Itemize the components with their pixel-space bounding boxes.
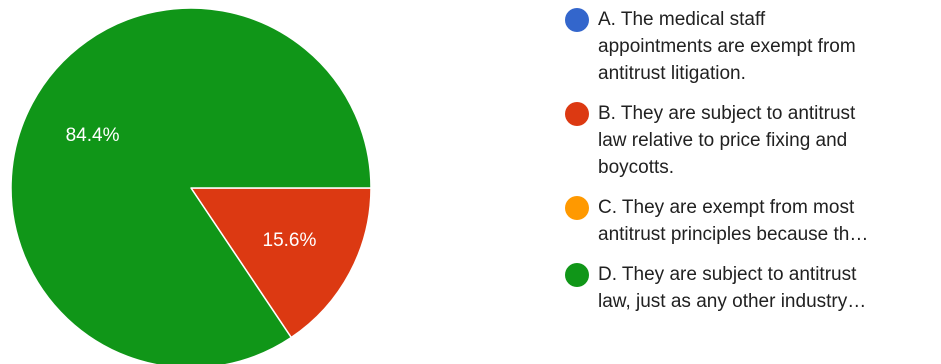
legend-label-a-line-3: antitrust litigation. — [598, 63, 746, 84]
slice-percent-label-d: 84.4% — [66, 125, 120, 146]
slice-percent-label-b: 15.6% — [263, 230, 317, 251]
pie-slice-b — [190, 187, 372, 339]
legend-item-b: B. They are subject to antitrust law rela… — [565, 100, 941, 181]
legend-swatch-d — [565, 263, 589, 287]
pie-slice-d — [10, 7, 372, 364]
legend-label-b-line-1: B. They are subject to antitrust — [598, 103, 856, 124]
legend-label-c-line-2: antitrust principles because th… — [598, 224, 869, 245]
legend-label-a-line-2: appointments are exempt from — [598, 36, 856, 57]
legend-swatch-c — [565, 196, 589, 220]
legend-label-d-line-2: law, just as any other industry… — [598, 291, 867, 312]
legend-item-c: C. They are exempt from most antitrust pr… — [565, 194, 941, 248]
legend-label-b-line-2: law relative to price fixing and — [598, 130, 848, 151]
legend-label-c-line-1: C. They are exempt from most — [598, 197, 855, 218]
legend-item-a: A. The medical staff appointments are exe… — [565, 6, 941, 87]
legend-label-b-line-3: boycotts. — [598, 157, 675, 178]
legend-swatch-a — [565, 8, 589, 32]
legend-item-d: D. They are subject to antitrust law, jus… — [565, 261, 941, 315]
pie-chart: 15.6% 84.4% — [10, 7, 372, 364]
legend-label-d-line-1: D. They are subject to antitrust — [598, 264, 857, 285]
legend-label-a-line-1: A. The medical staff — [598, 9, 766, 30]
chart-legend: A. The medical staff appointments are exe… — [565, 6, 941, 328]
legend-swatch-b — [565, 102, 589, 126]
